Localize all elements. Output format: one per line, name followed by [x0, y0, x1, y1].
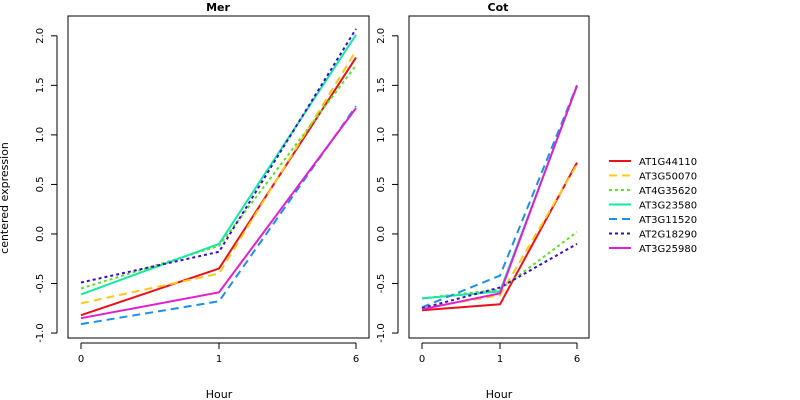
legend-box: [603, 152, 699, 260]
y-tick-label: -1.0: [35, 323, 46, 343]
x-tick-label: 0: [78, 354, 84, 365]
y-tick-label: 0.0: [376, 226, 387, 242]
y-tick-label: -0.5: [376, 274, 387, 294]
series-lines-cot: [421, 85, 578, 312]
y-axis-cot: -1.0 -0.5 0.0 0.5 1.0 1.5 2.0: [376, 28, 399, 343]
x-tick-label: 0: [419, 354, 425, 365]
legend-label-at3g25980: AT3G25980: [639, 244, 697, 255]
y-tick-label: 1.0: [376, 127, 387, 143]
x-tick-label: 1: [497, 354, 503, 365]
legend-label-at3g50070: AT3G50070: [639, 172, 697, 183]
series-line-at3g25980: [80, 107, 357, 320]
x-axis-title-mer: Hour: [206, 388, 233, 400]
y-tick-label: 2.0: [35, 28, 46, 44]
legend-label-at1g44110: AT1G44110: [639, 157, 697, 168]
legend-label-at3g23580: AT3G23580: [639, 201, 697, 212]
legend-label-at3g11520: AT3G11520: [639, 215, 697, 226]
series-line-at3g50070: [80, 50, 357, 305]
panel-cot: Cot 0 1 6 -1.0 -0.5 0.0 0.5 1.0 1.5 2.0 Hour: [376, 1, 590, 400]
y-tick-label: 1.5: [35, 77, 46, 93]
series-line-at1g44110: [421, 162, 578, 312]
panel-title-mer: Mer: [206, 1, 230, 14]
y-tick-label: 2.0: [376, 28, 387, 44]
y-axis-mer: -1.0 -0.5 0.0 0.5 1.0 1.5 2.0: [35, 28, 58, 343]
series-lines-mer: [80, 28, 357, 326]
y-tick-label: -1.0: [376, 323, 387, 343]
x-axis-title-cot: Hour: [486, 388, 513, 400]
y-tick-label: -0.5: [35, 274, 46, 294]
panel-title-cot: Cot: [488, 1, 509, 14]
series-line-at3g11520: [421, 85, 578, 309]
x-axis-mer: 0 1 6: [78, 342, 359, 365]
series-line-at2g18290: [421, 243, 578, 310]
x-axis-cot: 0 1 6: [419, 342, 580, 365]
y-tick-label: 1.5: [376, 77, 387, 93]
x-tick-label: 6: [353, 354, 359, 365]
panel-mer: Mer 0 1 6 -1.0 -0.5 0.0 0.5 1.0 1.5 2.0 Hour: [35, 1, 370, 400]
y-tick-label: 0.0: [35, 226, 46, 242]
series-line-at3g25980: [421, 85, 578, 311]
y-tick-label: 1.0: [35, 127, 46, 143]
series-line-at4g35620: [80, 64, 357, 290]
y-axis-title: centered expression: [0, 142, 11, 254]
legend-label-at4g35620: AT4G35620: [639, 186, 697, 197]
series-line-at3g23580: [421, 85, 578, 300]
x-tick-label: 6: [574, 354, 580, 365]
series-line-at1g44110: [80, 57, 357, 317]
plot-frame-mer: [67, 15, 370, 339]
y-tick-label: 0.5: [376, 176, 387, 192]
series-line-at3g11520: [80, 105, 357, 326]
legend: AT1G44110 AT3G50070 AT4G35620 AT3G23580 AT3G…: [603, 152, 699, 260]
x-tick-label: 1: [216, 354, 222, 365]
legend-label-at2g18290: AT2G18290: [639, 230, 697, 241]
plot-frame-cot: [408, 15, 590, 339]
y-tick-label: 0.5: [35, 176, 46, 192]
